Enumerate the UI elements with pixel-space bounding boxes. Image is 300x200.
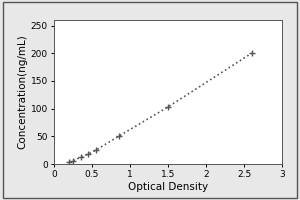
X-axis label: Optical Density: Optical Density [128, 182, 208, 192]
Y-axis label: Concentration(ng/mL): Concentration(ng/mL) [18, 35, 28, 149]
